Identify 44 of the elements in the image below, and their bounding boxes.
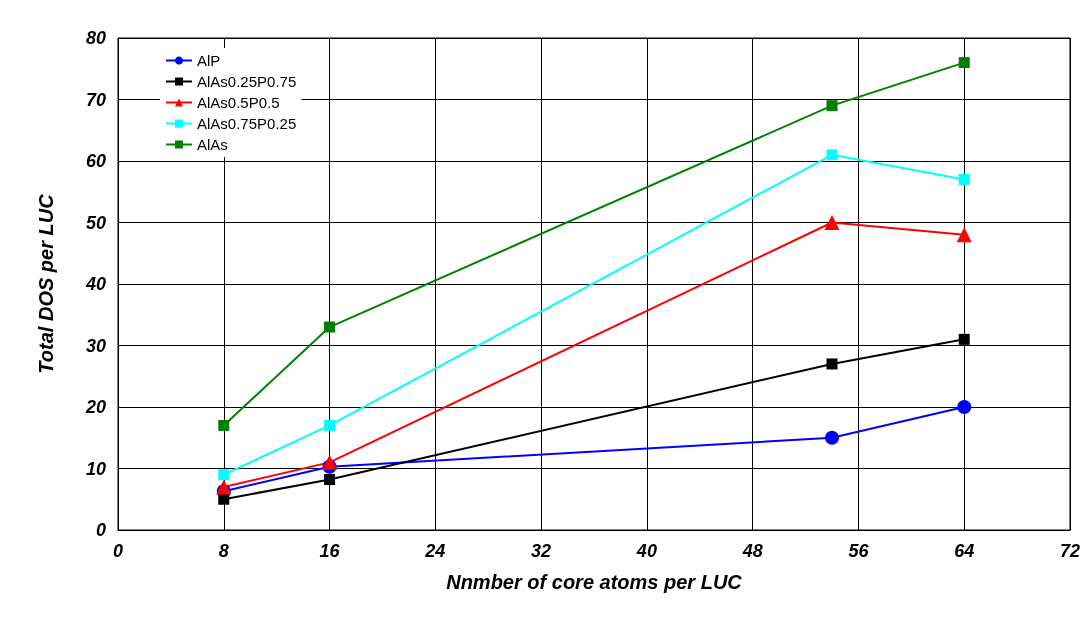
y-tick-label: 60 [85, 151, 106, 171]
y-tick-label: 40 [84, 274, 106, 294]
x-axis-title: Nnmber of core atoms per LUC [446, 571, 743, 593]
y-tick-label: 50 [85, 212, 106, 233]
point [218, 469, 230, 481]
legend-label: AlP [197, 52, 221, 69]
point [324, 321, 336, 333]
point [958, 57, 970, 69]
y-axis-title: Total DOS per LUC [35, 193, 57, 374]
point [322, 454, 338, 470]
point [218, 493, 230, 505]
x-tick-label: 64 [954, 541, 975, 561]
point [958, 333, 970, 345]
point [956, 227, 972, 243]
x-tick-label: 48 [741, 541, 763, 561]
x-tick-label: 24 [424, 541, 446, 561]
legend-label: AlAs0.75P0.25 [197, 115, 297, 132]
point [826, 358, 838, 370]
y-tick-label: 70 [85, 89, 106, 110]
y-tick-label: 0 [95, 520, 106, 540]
point [958, 173, 970, 185]
x-tick-label: 8 [218, 541, 229, 561]
point [825, 430, 839, 445]
x-tick-label: 72 [1059, 541, 1081, 561]
legend-label: AlAs0.25P0.75 [197, 73, 297, 90]
point [824, 215, 840, 230]
y-tick-label: 30 [85, 335, 106, 356]
point [826, 100, 838, 112]
x-tick-label: 16 [319, 541, 341, 561]
x-tick-label: 32 [531, 541, 552, 561]
x-tick-label: 56 [848, 541, 870, 561]
legend-label: AlAs [197, 136, 228, 153]
legend-label: AlAs0.5P0.5 [197, 94, 280, 111]
y-tick-label: 20 [84, 397, 106, 417]
point [216, 479, 232, 495]
point [218, 419, 230, 431]
point [324, 419, 336, 431]
point [324, 474, 336, 486]
point [826, 149, 838, 161]
x-tick-label: 40 [635, 541, 657, 561]
y-tick-label: 10 [85, 458, 106, 479]
x-tick-label: 0 [112, 541, 124, 561]
point [957, 400, 972, 414]
y-tick-label: 80 [85, 28, 106, 48]
